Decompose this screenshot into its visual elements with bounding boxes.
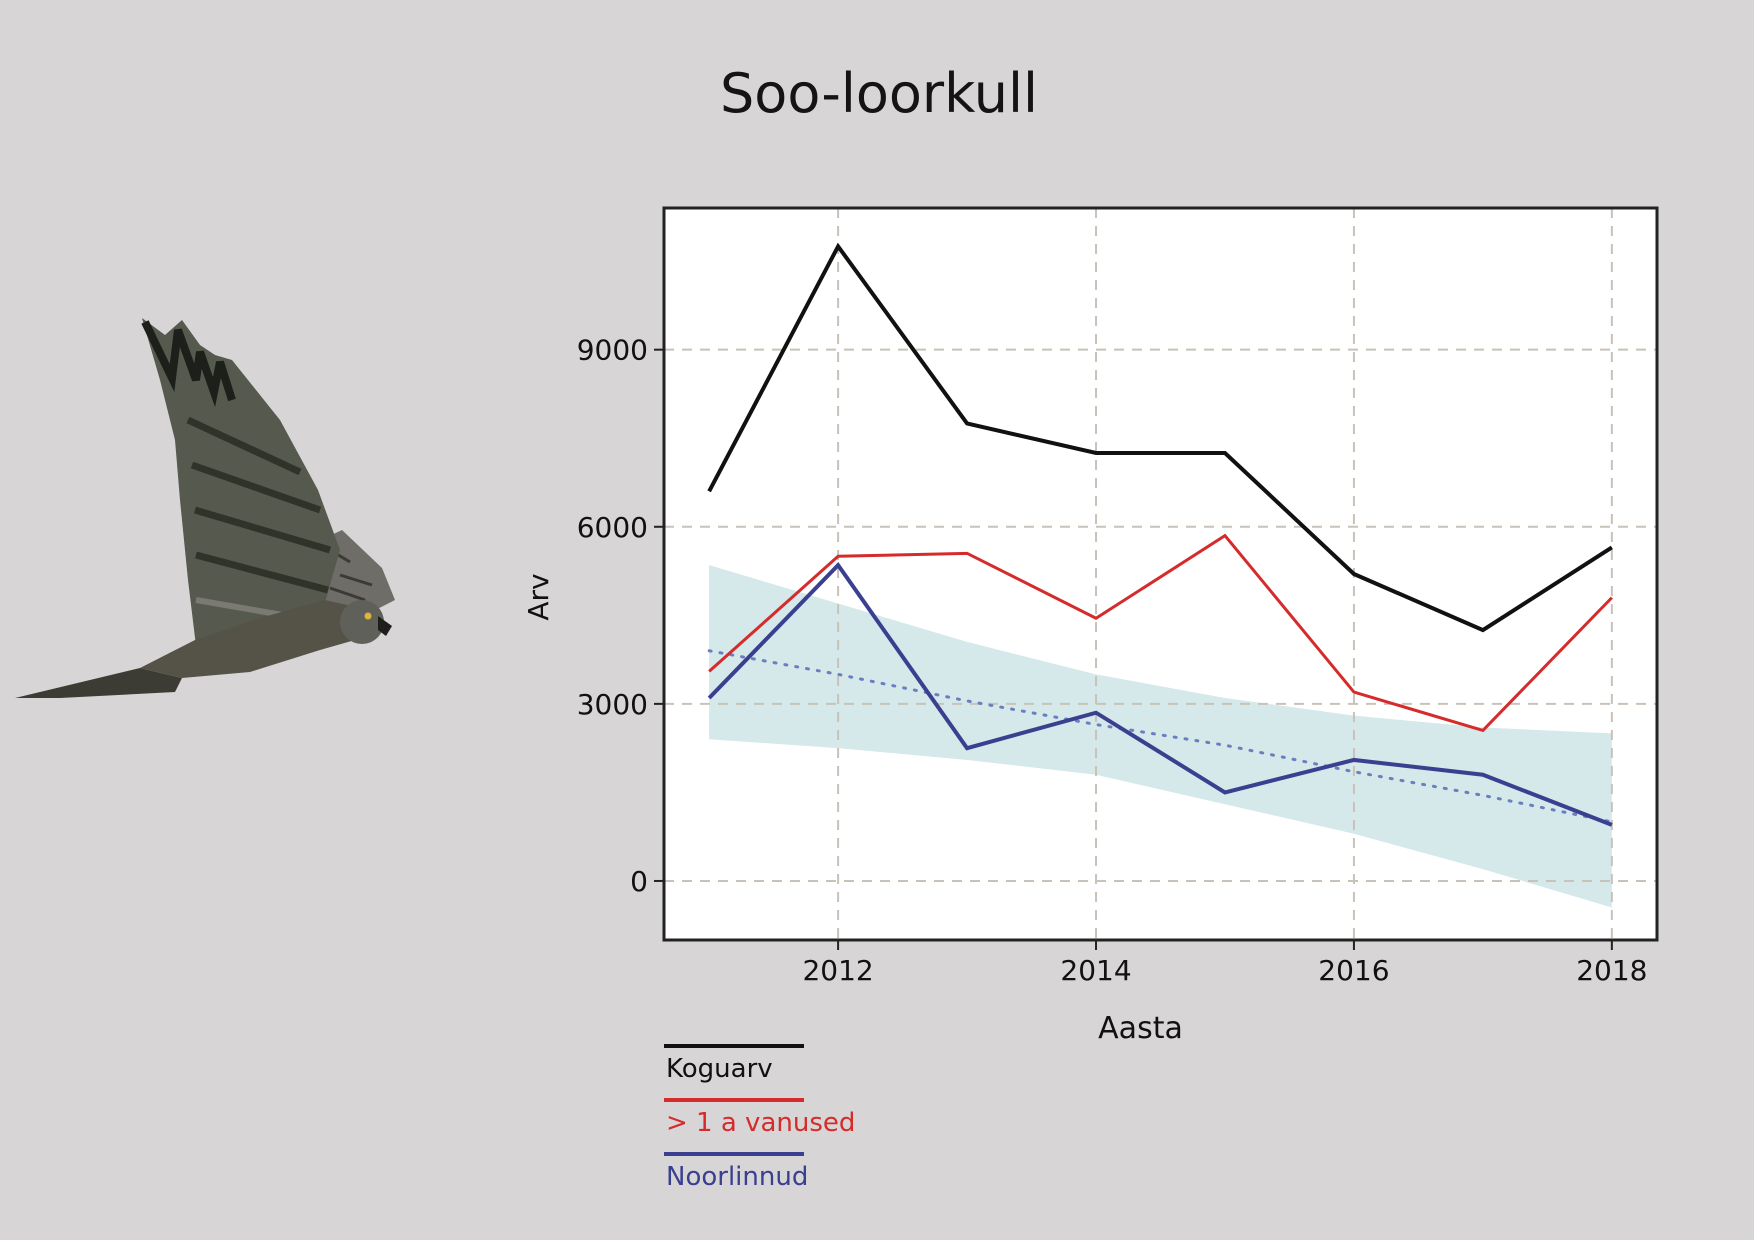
series-line-vanused bbox=[708, 533, 1613, 733]
series-line-koguarv bbox=[707, 242, 1613, 633]
x-tick-label-2014: 2014 bbox=[1060, 954, 1131, 987]
bird-head bbox=[340, 600, 384, 644]
harrier-bird-illustration bbox=[15, 318, 395, 698]
legend-swatch-noorlinnud bbox=[664, 1152, 804, 1156]
y-tick-label-6000: 6000 bbox=[577, 511, 648, 544]
x-tick-label-2012: 2012 bbox=[802, 954, 873, 987]
legend-label-koguarv: Koguarv bbox=[666, 1054, 773, 1084]
y-tick-label-0: 0 bbox=[630, 865, 648, 898]
plot-frame bbox=[662, 206, 1659, 942]
bird-body bbox=[140, 600, 375, 678]
x-tick-label-2018: 2018 bbox=[1576, 954, 1647, 987]
legend-item-noorlinnud: Noorlinnud bbox=[664, 1152, 924, 1206]
bird-eye bbox=[364, 612, 372, 620]
legend-label-vanused: > 1 a vanused bbox=[666, 1108, 856, 1138]
x-tick-label-2016: 2016 bbox=[1318, 954, 1389, 987]
legend-label-noorlinnud: Noorlinnud bbox=[666, 1162, 809, 1192]
confidence-band bbox=[709, 565, 1612, 908]
legend-swatch-vanused bbox=[664, 1098, 804, 1102]
bird-beak bbox=[378, 616, 392, 636]
series-line-noorlinnud bbox=[707, 562, 1613, 827]
x-axis-label: Aasta bbox=[1098, 1011, 1183, 1046]
legend-swatch-koguarv bbox=[664, 1044, 804, 1048]
legend-item-koguarv: Koguarv bbox=[664, 1044, 924, 1098]
y-axis-label: Arv bbox=[522, 573, 555, 620]
legend-item-vanused: > 1 a vanused bbox=[664, 1098, 924, 1152]
y-tick-label-9000: 9000 bbox=[577, 334, 648, 367]
chart-title: Soo-loorkull bbox=[720, 62, 1038, 125]
y-tick-label-3000: 3000 bbox=[577, 688, 648, 721]
bird-tail bbox=[15, 668, 182, 698]
trend-line bbox=[707, 649, 1614, 824]
legend: Koguarv > 1 a vanused Noorlinnud bbox=[664, 1044, 924, 1206]
